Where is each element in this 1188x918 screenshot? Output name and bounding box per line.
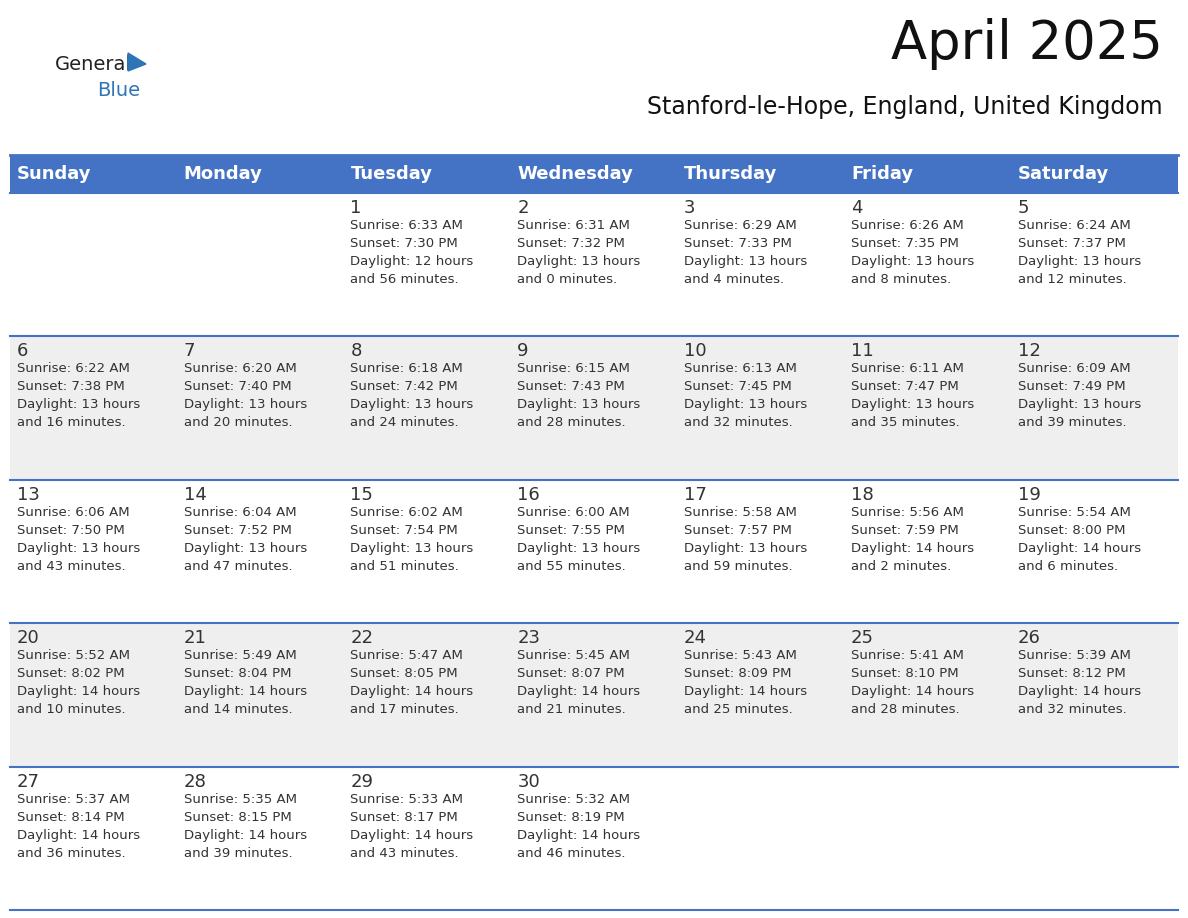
Text: 23: 23 <box>517 629 541 647</box>
Text: April 2025: April 2025 <box>891 18 1163 70</box>
Text: 21: 21 <box>183 629 207 647</box>
Text: Sunrise: 5:45 AM
Sunset: 8:07 PM
Daylight: 14 hours
and 21 minutes.: Sunrise: 5:45 AM Sunset: 8:07 PM Dayligh… <box>517 649 640 716</box>
Text: 13: 13 <box>17 486 39 504</box>
Text: Sunrise: 5:41 AM
Sunset: 8:10 PM
Daylight: 14 hours
and 28 minutes.: Sunrise: 5:41 AM Sunset: 8:10 PM Dayligh… <box>851 649 974 716</box>
Bar <box>10 767 1178 910</box>
Text: 16: 16 <box>517 486 541 504</box>
Text: 5: 5 <box>1018 199 1029 217</box>
Text: Sunrise: 6:20 AM
Sunset: 7:40 PM
Daylight: 13 hours
and 20 minutes.: Sunrise: 6:20 AM Sunset: 7:40 PM Dayligh… <box>183 363 307 430</box>
Text: 10: 10 <box>684 342 707 361</box>
Text: Sunrise: 5:54 AM
Sunset: 8:00 PM
Daylight: 14 hours
and 6 minutes.: Sunrise: 5:54 AM Sunset: 8:00 PM Dayligh… <box>1018 506 1140 573</box>
Text: Monday: Monday <box>183 165 263 183</box>
Text: Sunrise: 6:15 AM
Sunset: 7:43 PM
Daylight: 13 hours
and 28 minutes.: Sunrise: 6:15 AM Sunset: 7:43 PM Dayligh… <box>517 363 640 430</box>
Polygon shape <box>128 53 146 71</box>
Text: 4: 4 <box>851 199 862 217</box>
Text: 1: 1 <box>350 199 362 217</box>
Text: 27: 27 <box>17 773 39 790</box>
Text: 19: 19 <box>1018 486 1041 504</box>
Text: Sunrise: 6:29 AM
Sunset: 7:33 PM
Daylight: 13 hours
and 4 minutes.: Sunrise: 6:29 AM Sunset: 7:33 PM Dayligh… <box>684 219 808 286</box>
Text: 15: 15 <box>350 486 373 504</box>
Text: 18: 18 <box>851 486 873 504</box>
Text: 12: 12 <box>1018 342 1041 361</box>
Text: Wednesday: Wednesday <box>517 165 633 183</box>
Text: Sunrise: 5:47 AM
Sunset: 8:05 PM
Daylight: 14 hours
and 17 minutes.: Sunrise: 5:47 AM Sunset: 8:05 PM Dayligh… <box>350 649 474 716</box>
Text: Sunrise: 6:18 AM
Sunset: 7:42 PM
Daylight: 13 hours
and 24 minutes.: Sunrise: 6:18 AM Sunset: 7:42 PM Dayligh… <box>350 363 474 430</box>
Text: Sunrise: 6:06 AM
Sunset: 7:50 PM
Daylight: 13 hours
and 43 minutes.: Sunrise: 6:06 AM Sunset: 7:50 PM Dayligh… <box>17 506 140 573</box>
Text: Tuesday: Tuesday <box>350 165 432 183</box>
Text: 6: 6 <box>17 342 29 361</box>
Text: Sunrise: 6:02 AM
Sunset: 7:54 PM
Daylight: 13 hours
and 51 minutes.: Sunrise: 6:02 AM Sunset: 7:54 PM Dayligh… <box>350 506 474 573</box>
Text: 30: 30 <box>517 773 541 790</box>
Text: General: General <box>55 55 132 74</box>
Text: Sunrise: 5:32 AM
Sunset: 8:19 PM
Daylight: 14 hours
and 46 minutes.: Sunrise: 5:32 AM Sunset: 8:19 PM Dayligh… <box>517 792 640 859</box>
Text: Blue: Blue <box>97 81 140 100</box>
Text: Sunrise: 5:35 AM
Sunset: 8:15 PM
Daylight: 14 hours
and 39 minutes.: Sunrise: 5:35 AM Sunset: 8:15 PM Dayligh… <box>183 792 307 859</box>
Bar <box>10 623 1178 767</box>
Text: Sunrise: 6:09 AM
Sunset: 7:49 PM
Daylight: 13 hours
and 39 minutes.: Sunrise: 6:09 AM Sunset: 7:49 PM Dayligh… <box>1018 363 1140 430</box>
Text: Sunrise: 6:26 AM
Sunset: 7:35 PM
Daylight: 13 hours
and 8 minutes.: Sunrise: 6:26 AM Sunset: 7:35 PM Dayligh… <box>851 219 974 286</box>
Text: 28: 28 <box>183 773 207 790</box>
Text: Sunrise: 5:33 AM
Sunset: 8:17 PM
Daylight: 14 hours
and 43 minutes.: Sunrise: 5:33 AM Sunset: 8:17 PM Dayligh… <box>350 792 474 859</box>
Text: 8: 8 <box>350 342 362 361</box>
Text: Sunrise: 6:24 AM
Sunset: 7:37 PM
Daylight: 13 hours
and 12 minutes.: Sunrise: 6:24 AM Sunset: 7:37 PM Dayligh… <box>1018 219 1140 286</box>
Text: 2: 2 <box>517 199 529 217</box>
Text: 17: 17 <box>684 486 707 504</box>
Text: 14: 14 <box>183 486 207 504</box>
Text: 29: 29 <box>350 773 373 790</box>
Text: Saturday: Saturday <box>1018 165 1110 183</box>
Text: Sunrise: 6:31 AM
Sunset: 7:32 PM
Daylight: 13 hours
and 0 minutes.: Sunrise: 6:31 AM Sunset: 7:32 PM Dayligh… <box>517 219 640 286</box>
Text: 9: 9 <box>517 342 529 361</box>
Text: 20: 20 <box>17 629 39 647</box>
Text: Sunrise: 6:22 AM
Sunset: 7:38 PM
Daylight: 13 hours
and 16 minutes.: Sunrise: 6:22 AM Sunset: 7:38 PM Dayligh… <box>17 363 140 430</box>
Text: Sunrise: 6:11 AM
Sunset: 7:47 PM
Daylight: 13 hours
and 35 minutes.: Sunrise: 6:11 AM Sunset: 7:47 PM Dayligh… <box>851 363 974 430</box>
Text: Sunrise: 6:33 AM
Sunset: 7:30 PM
Daylight: 12 hours
and 56 minutes.: Sunrise: 6:33 AM Sunset: 7:30 PM Dayligh… <box>350 219 474 286</box>
Text: Sunrise: 5:58 AM
Sunset: 7:57 PM
Daylight: 13 hours
and 59 minutes.: Sunrise: 5:58 AM Sunset: 7:57 PM Dayligh… <box>684 506 808 573</box>
Text: 3: 3 <box>684 199 696 217</box>
Text: Sunrise: 5:52 AM
Sunset: 8:02 PM
Daylight: 14 hours
and 10 minutes.: Sunrise: 5:52 AM Sunset: 8:02 PM Dayligh… <box>17 649 140 716</box>
Text: Stanford-le-Hope, England, United Kingdom: Stanford-le-Hope, England, United Kingdo… <box>647 95 1163 119</box>
Text: 11: 11 <box>851 342 873 361</box>
Bar <box>10 193 1178 336</box>
Text: Sunrise: 5:49 AM
Sunset: 8:04 PM
Daylight: 14 hours
and 14 minutes.: Sunrise: 5:49 AM Sunset: 8:04 PM Dayligh… <box>183 649 307 716</box>
Text: 25: 25 <box>851 629 874 647</box>
Text: 7: 7 <box>183 342 195 361</box>
Text: 26: 26 <box>1018 629 1041 647</box>
Text: Sunrise: 5:39 AM
Sunset: 8:12 PM
Daylight: 14 hours
and 32 minutes.: Sunrise: 5:39 AM Sunset: 8:12 PM Dayligh… <box>1018 649 1140 716</box>
Text: 22: 22 <box>350 629 373 647</box>
Text: Sunrise: 6:13 AM
Sunset: 7:45 PM
Daylight: 13 hours
and 32 minutes.: Sunrise: 6:13 AM Sunset: 7:45 PM Dayligh… <box>684 363 808 430</box>
Text: Sunday: Sunday <box>17 165 91 183</box>
Text: Sunrise: 6:00 AM
Sunset: 7:55 PM
Daylight: 13 hours
and 55 minutes.: Sunrise: 6:00 AM Sunset: 7:55 PM Dayligh… <box>517 506 640 573</box>
Text: Sunrise: 5:37 AM
Sunset: 8:14 PM
Daylight: 14 hours
and 36 minutes.: Sunrise: 5:37 AM Sunset: 8:14 PM Dayligh… <box>17 792 140 859</box>
Bar <box>10 480 1178 623</box>
Bar <box>10 155 1178 193</box>
Bar <box>10 336 1178 480</box>
Text: Sunrise: 5:56 AM
Sunset: 7:59 PM
Daylight: 14 hours
and 2 minutes.: Sunrise: 5:56 AM Sunset: 7:59 PM Dayligh… <box>851 506 974 573</box>
Text: 24: 24 <box>684 629 707 647</box>
Text: Sunrise: 6:04 AM
Sunset: 7:52 PM
Daylight: 13 hours
and 47 minutes.: Sunrise: 6:04 AM Sunset: 7:52 PM Dayligh… <box>183 506 307 573</box>
Text: Sunrise: 5:43 AM
Sunset: 8:09 PM
Daylight: 14 hours
and 25 minutes.: Sunrise: 5:43 AM Sunset: 8:09 PM Dayligh… <box>684 649 807 716</box>
Text: Thursday: Thursday <box>684 165 777 183</box>
Text: Friday: Friday <box>851 165 914 183</box>
